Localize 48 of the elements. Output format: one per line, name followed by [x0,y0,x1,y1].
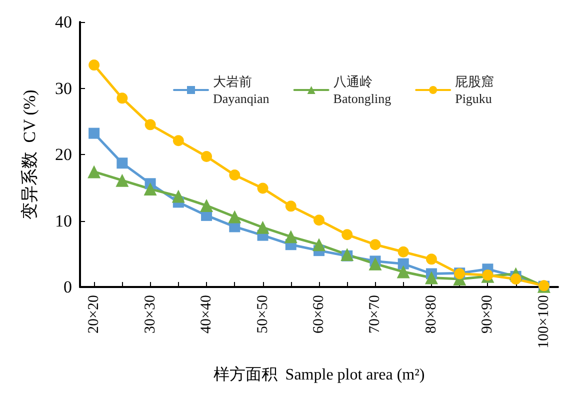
point [200,199,214,212]
point [285,200,296,212]
point [342,229,353,240]
point [88,60,100,71]
point [116,174,129,187]
point [228,210,242,224]
point [256,220,270,234]
point [172,190,185,203]
point [284,230,298,244]
legend-label: 八通岭 Batongling [333,74,392,106]
legend-label: 大岩前 Dayanqian [213,74,270,106]
point [172,135,184,146]
point [424,271,438,284]
x-tick-label: 60×60 [311,295,327,334]
point [88,165,101,178]
x-tick-label: 30×30 [142,295,158,334]
point [368,257,382,270]
y-tick-label: 0 [64,278,72,296]
point [312,238,326,252]
point [201,150,212,162]
x-axis-title: 样方面积 Sample plot area (m²) [213,366,425,384]
point [398,246,409,258]
point [88,128,100,139]
y-tick-label: 40 [55,12,72,32]
point [510,274,522,285]
point [398,258,409,270]
point [257,182,268,194]
point [144,119,156,130]
point [116,158,128,169]
point [229,170,240,181]
x-tick-label: 50×50 [254,295,271,334]
point [396,265,410,278]
point [116,92,128,104]
x-tick-label: 20×20 [86,295,102,334]
y-tick-label: 10 [55,211,72,230]
legend-label: 屁股窟 Piguku [455,74,494,106]
point [314,214,324,226]
x-tick-label: 90×90 [480,295,496,334]
x-tick-label: 80×80 [423,295,440,334]
y-axis-title: 变异系数 CV (%) [20,90,39,220]
y-tick-label: 20 [55,145,72,164]
x-tick-label: 70×70 [367,295,384,334]
point [426,254,437,265]
x-tick-label: 40×40 [198,295,215,334]
point [370,239,381,250]
y-tick-label: 30 [55,78,72,98]
point [144,182,157,196]
x-tick-label: 100×100 [536,295,552,348]
